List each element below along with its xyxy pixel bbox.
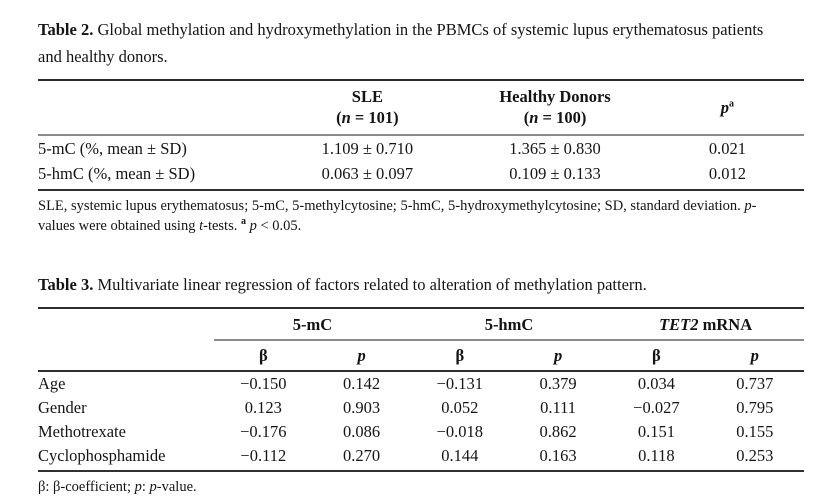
table3-caption-label: Table 3. (38, 274, 94, 294)
cell: −0.018 (436, 422, 484, 441)
cell: 0.795 (736, 398, 774, 417)
cell: 0.111 (540, 398, 577, 417)
table-row: Cyclophosphamide −0.112 0.270 0.144 0.16… (38, 444, 804, 471)
table3-group-5hmc: 5-hmC (410, 307, 608, 341)
cell: 0.123 (244, 398, 282, 417)
table3-sub-beta3: β (652, 345, 661, 365)
cell-p: 0.012 (708, 163, 746, 183)
table-row: Age −0.150 0.142 −0.131 0.379 0.034 0.73… (38, 371, 804, 396)
table3: 5-mC 5-hmC TET2 mRNA β p β p β p Age −0.… (38, 306, 804, 473)
table-row: 5-mC (%, mean ± SD) 1.109 ± 0.710 1.365 … (38, 135, 804, 161)
table2: SLE (n = 101) Healthy Donors (n = 100) p… (38, 79, 804, 191)
cell: 0.052 (441, 398, 479, 417)
cell-sle: 0.063 ± 0.097 (321, 163, 414, 183)
cell: 0.151 (637, 422, 675, 441)
table3-sub-empty (38, 340, 214, 371)
cell: 0.086 (343, 422, 381, 441)
table2-caption-text: Global methylation and hydroxymethylatio… (38, 20, 764, 66)
cell-p: 0.021 (708, 138, 746, 158)
row-label: Age (38, 374, 66, 393)
table3-sub-p3: p (750, 345, 759, 365)
cell: −0.112 (240, 446, 287, 465)
cell: −0.150 (240, 374, 287, 393)
table3-caption: Table 3. Multivariate linear regression … (38, 271, 804, 298)
table3-sub-p2: p (553, 345, 563, 365)
table2-header-p-sup: a (729, 98, 735, 109)
row-label: 5-hmC (%, mean ± SD) (38, 163, 196, 183)
table3-caption-text: Multivariate linear regression of factor… (93, 274, 647, 294)
table2-header-healthy-n: (n = 100) (523, 108, 587, 127)
cell: 0.144 (441, 446, 479, 465)
cell: 0.737 (736, 374, 774, 393)
cell: 0.862 (539, 422, 577, 441)
table3-footnote: β: β-coefficient; p: p-value. (38, 479, 197, 495)
row-label: Cyclophosphamide (38, 446, 166, 465)
row-label: Gender (38, 398, 87, 417)
table-row: Gender 0.123 0.903 0.052 0.111 −0.027 0.… (38, 396, 804, 420)
table-row: 5-hmC (%, mean ± SD) 0.063 ± 0.097 0.109… (38, 161, 804, 190)
table2-header-sle-n: (n = 101) (336, 108, 399, 127)
table2-header-healthy: Healthy Donors (n = 100) (459, 80, 651, 135)
cell: 0.155 (736, 422, 774, 441)
table2-header-p: pa (720, 97, 735, 117)
table2-caption-label: Table 2. (38, 20, 94, 39)
table3-sub-beta1: β (258, 345, 268, 365)
cell-healthy: 1.365 ± 0.830 (509, 138, 601, 158)
table3-group-tet2: TET2 mRNA (607, 307, 804, 341)
table2-caption: Table 2. Global methylation and hydroxym… (38, 16, 783, 70)
cell-healthy: 0.109 ± 0.133 (509, 163, 601, 183)
cell: 0.034 (637, 374, 675, 393)
cell-sle: 1.109 ± 0.710 (321, 138, 414, 158)
cell: −0.131 (436, 374, 484, 393)
table2-header-empty (38, 80, 275, 135)
table-row: Methotrexate −0.176 0.086 −0.018 0.862 0… (38, 420, 804, 444)
table2-header-sle-title: SLE (351, 87, 383, 106)
cell: −0.027 (633, 398, 680, 417)
cell: 0.142 (343, 374, 381, 393)
table3-header: 5-mC 5-hmC TET2 mRNA β p β p β p (38, 307, 804, 371)
table3-sub-beta2: β (455, 345, 465, 365)
table2-header-healthy-title: Healthy Donors (499, 87, 611, 106)
table2-header: SLE (n = 101) Healthy Donors (n = 100) p… (38, 80, 804, 135)
cell: 0.379 (539, 374, 577, 393)
cell: 0.253 (736, 446, 774, 465)
table2-header-sle: SLE (n = 101) (275, 80, 459, 135)
table3-group-empty (38, 308, 214, 340)
table2-footnote: SLE, systemic lupus erythematosus; 5-mC,… (38, 197, 757, 235)
row-label: 5-mC (%, mean ± SD) (38, 138, 187, 158)
cell: −0.176 (240, 422, 287, 441)
row-label: Methotrexate (38, 422, 126, 441)
cell: 0.903 (343, 398, 381, 417)
table3-sub-p1: p (357, 345, 366, 365)
cell: 0.118 (638, 446, 675, 465)
cell: 0.163 (539, 446, 577, 465)
footnote-sup-a: a (240, 216, 246, 228)
table3-group-5mc: 5-mC (214, 307, 411, 341)
cell: 0.270 (343, 446, 381, 465)
